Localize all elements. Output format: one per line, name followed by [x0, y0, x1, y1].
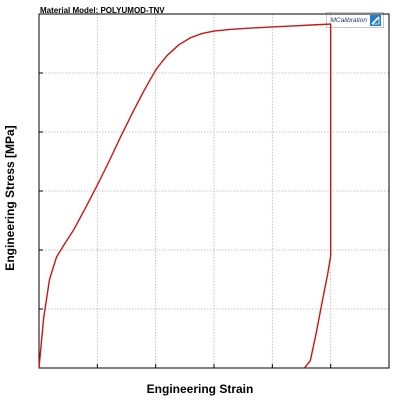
chart-title: Material Model: POLYUMOD-TNV	[40, 6, 165, 15]
series-layer	[38, 23, 332, 369]
mcalibration-logo: MCalibration	[325, 12, 384, 28]
mcalibration-icon	[370, 14, 381, 26]
x-axis-label: Engineering Strain	[146, 382, 254, 396]
series-line-0	[38, 23, 332, 369]
grid-lines	[39, 14, 389, 368]
y-axis-label-wrap: Engineering Stress [MPa]	[0, 0, 20, 400]
logo-text: MCalibration	[330, 16, 368, 24]
y-axis-label: Engineering Stress [MPa]	[3, 125, 17, 271]
